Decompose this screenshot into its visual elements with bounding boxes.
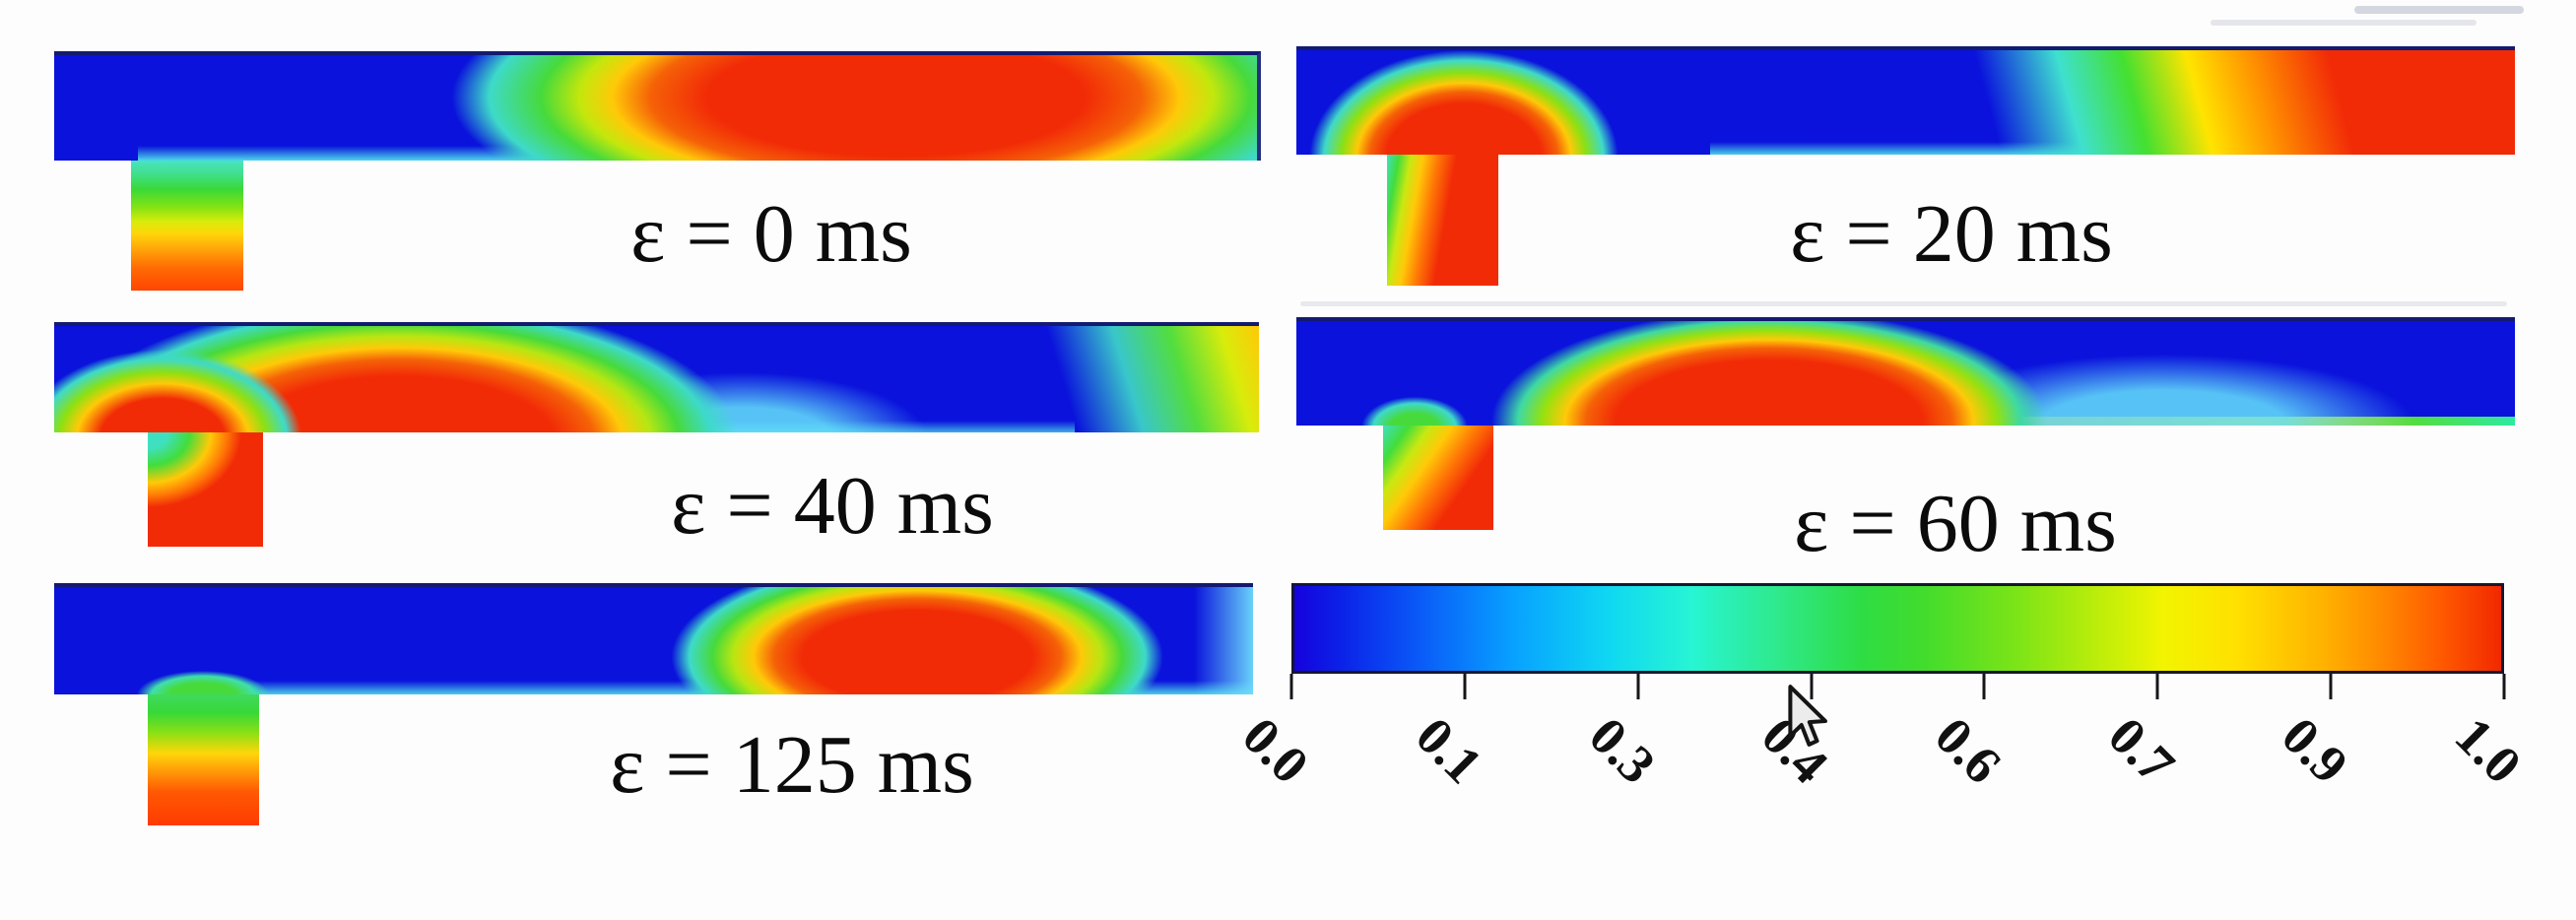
- colorbar-ticks: [1289, 674, 2506, 699]
- colorbar-tick-label: 0.6: [1923, 705, 2014, 795]
- scan-artifact: [2354, 6, 2524, 14]
- scan-artifact: [2211, 20, 2477, 26]
- injection-port-eps-0ms: [131, 161, 243, 291]
- panel-time-label: ε = 20 ms: [1790, 188, 2113, 280]
- colorbar-tick: [2329, 674, 2333, 699]
- injection-port-eps-20ms: [1387, 155, 1498, 286]
- panel-time-label: ε = 60 ms: [1794, 478, 2117, 569]
- colorbar-tick-label: 0.7: [2096, 705, 2187, 795]
- colorbar-tick: [1636, 674, 1640, 699]
- colorbar-tick: [2502, 674, 2506, 699]
- mouse-pointer-icon: [1786, 685, 1829, 750]
- colorbar-tick: [1982, 674, 1986, 699]
- contour-channel-eps-60ms: [1296, 317, 2515, 426]
- colorbar-tick: [2155, 674, 2159, 699]
- contour-channel-eps-125ms: [54, 583, 1253, 694]
- panel-time-label: ε = 0 ms: [630, 188, 912, 280]
- injection-port-eps-125ms: [148, 694, 259, 825]
- colorbar-tick-label: 0.0: [1230, 705, 1321, 795]
- colorbar-tick-label: 0.3: [1577, 705, 1668, 795]
- colorbar-tick: [1289, 674, 1293, 699]
- colorbar-tick-label: 0.1: [1404, 705, 1494, 795]
- contour-channel-eps-40ms: [54, 322, 1259, 432]
- colorbar-tick-label: 1.0: [2443, 705, 2534, 795]
- colorbar-tick: [1810, 674, 1814, 699]
- contour-channel-eps-20ms: [1296, 46, 2515, 155]
- colorbar-gradient: [1291, 583, 2504, 674]
- injection-port-eps-60ms: [1383, 426, 1493, 530]
- scan-artifact: [1300, 301, 2507, 306]
- contour-channel-eps-0ms: [54, 51, 1261, 161]
- colorbar-tick-label: 0.9: [2270, 705, 2360, 795]
- colorbar-tick: [1463, 674, 1467, 699]
- panel-time-label: ε = 125 ms: [610, 719, 974, 811]
- injection-port-eps-40ms: [148, 432, 263, 547]
- panel-time-label: ε = 40 ms: [671, 460, 994, 552]
